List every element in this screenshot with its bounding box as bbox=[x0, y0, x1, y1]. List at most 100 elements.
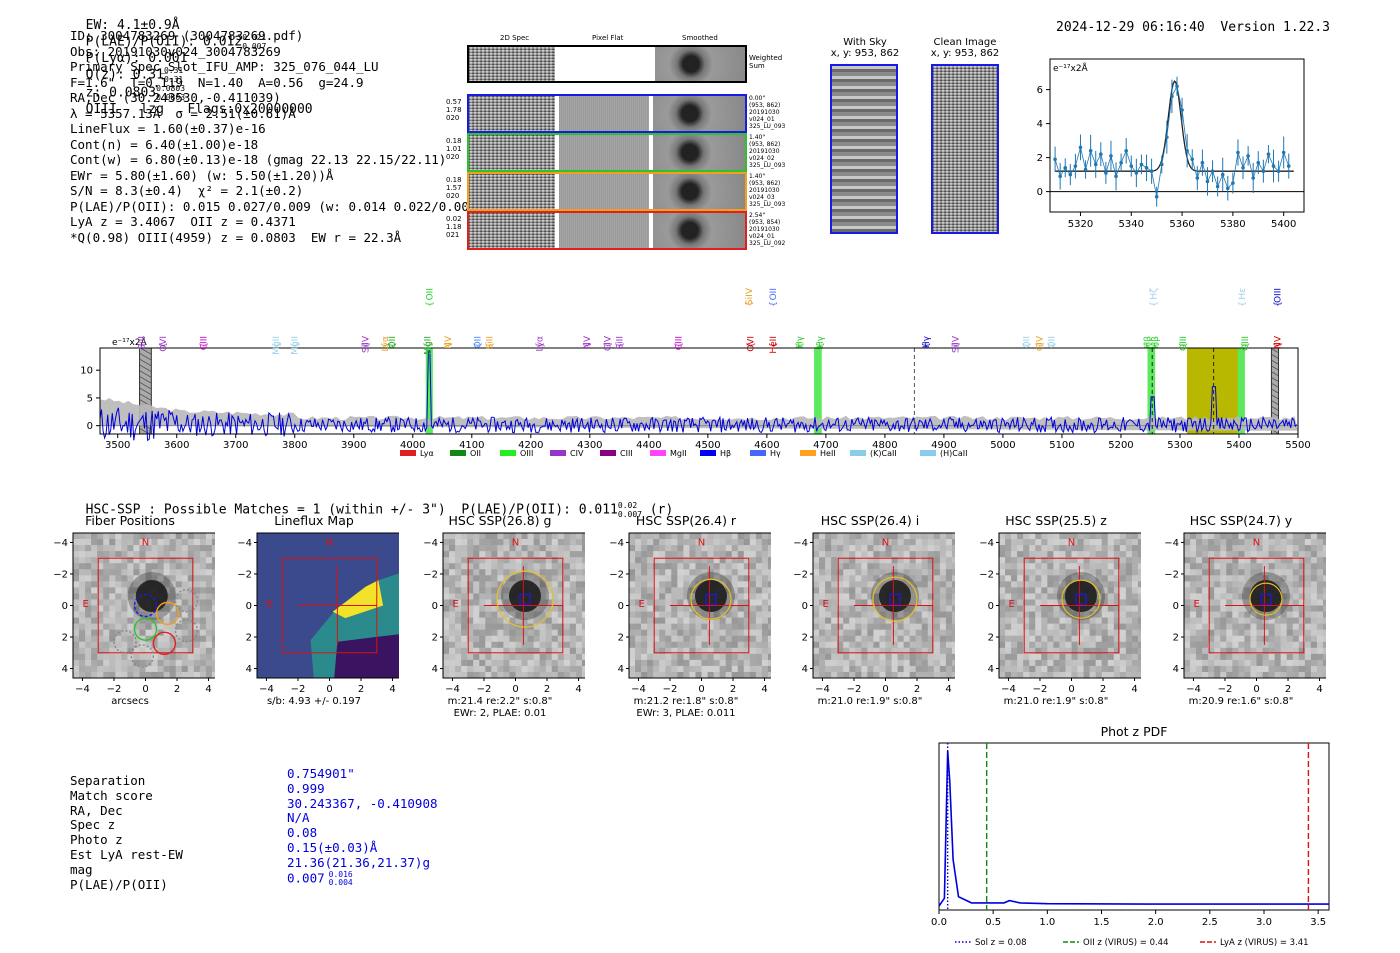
zoom-data-point bbox=[1078, 145, 1083, 150]
cutout-xtick-label: 2 bbox=[358, 684, 364, 695]
spectrum-line-brace: { bbox=[1144, 342, 1154, 348]
cutout-xtick-label: −2 bbox=[477, 684, 492, 695]
cutout-ytick-label: 4 bbox=[988, 664, 994, 675]
spec2d-row-flat bbox=[559, 96, 649, 131]
spectrum-line-label: Hγ bbox=[816, 335, 826, 348]
cutout-title: Fiber Positions bbox=[85, 513, 175, 528]
spectrum-xtick-label: 4800 bbox=[872, 440, 897, 451]
spectrum-line-label: Hγ bbox=[922, 335, 932, 348]
cutout-ytick-label: −4 bbox=[979, 538, 994, 549]
spectrum-line-brace: { bbox=[746, 342, 756, 348]
cutout-xtick-label: 2 bbox=[544, 684, 550, 695]
spectrum-xtick-label: 5100 bbox=[1049, 440, 1074, 451]
cutout-title: Lineflux Map bbox=[274, 513, 354, 528]
header-qz-sub: 0.31 bbox=[163, 75, 184, 84]
cutout-xtick-label: 4 bbox=[575, 684, 581, 695]
cutout-caption-1: m:21.0 re:1.9" s:0.8" bbox=[1003, 696, 1109, 707]
legend-swatch bbox=[400, 450, 416, 456]
zoom-xtick-label: 5340 bbox=[1119, 219, 1144, 230]
info-radec: RA,Dec (30.243530,-0.411039) bbox=[70, 90, 281, 105]
spectrum-xtick-label: 4500 bbox=[695, 440, 720, 451]
spec2d-gap bbox=[555, 135, 559, 170]
spectrum-line-brace: { bbox=[1047, 342, 1057, 348]
legend-label: MgII bbox=[670, 449, 687, 458]
spectrum-line-label: SiII bbox=[485, 336, 495, 350]
legend-label: HeII bbox=[820, 449, 836, 458]
cutout-panel-5: N E −4 4 −2 2 0 0 2 −2 4 −4 bbox=[793, 532, 955, 695]
photz-legend-label: OII z (VIRUS) = 0.44 bbox=[1083, 938, 1169, 948]
match-label: Photo z bbox=[70, 832, 123, 848]
zoom-ytick-label: 0 bbox=[1037, 187, 1043, 198]
cutout-noise bbox=[443, 533, 585, 679]
info-params: F=1.6" T=0.119 N=1.40 A=0.56 g=24.9 bbox=[70, 74, 364, 90]
zoom-xtick-label: 5400 bbox=[1271, 219, 1296, 230]
spectrum-line-label: OII bbox=[1023, 336, 1033, 348]
zoom-fit-curve bbox=[1055, 80, 1294, 172]
spec2d-row-left-label: 0.18 1.57 020 bbox=[446, 176, 462, 200]
spectrum-xtick-label: 4300 bbox=[577, 440, 602, 451]
photz-legend-label: Sol z = 0.08 bbox=[975, 938, 1027, 948]
cutout-ytick-label: −4 bbox=[423, 538, 438, 549]
cutout-xtick-label: −4 bbox=[631, 684, 646, 695]
zoom-data-point bbox=[1149, 169, 1154, 173]
legend-swatch bbox=[700, 450, 716, 456]
cutout-fiber-box bbox=[1260, 593, 1272, 605]
match-label: RA, Dec bbox=[70, 802, 123, 818]
cutout-caption-2: EWr: 3, PLAE: 0.011 bbox=[636, 708, 736, 719]
zoom-data-point bbox=[1104, 171, 1108, 175]
spectrum-line-label: SiIV bbox=[952, 335, 962, 353]
info-primary: Primary Spec_Slot_IFU_AMP: 325_076_044_L… bbox=[70, 59, 379, 74]
spec2d-panel: 2D Spec Pixel Flat Smoothed Weighted Sum… bbox=[440, 34, 800, 259]
spectrum-line-brace: { bbox=[1149, 301, 1159, 307]
spectrum-line-label: SiII bbox=[615, 336, 625, 350]
zoom-data-point bbox=[1088, 149, 1093, 153]
cutout-xtick-label: 0 bbox=[1253, 684, 1259, 695]
cutout-xtick-label: 0 bbox=[882, 684, 888, 695]
header-qz-sup: 0.31 bbox=[163, 66, 184, 75]
spectrum-line-label: OIII bbox=[1241, 336, 1251, 351]
cutout-source-halo bbox=[1056, 572, 1105, 621]
spectrum-line-label-high: SiIV bbox=[745, 287, 755, 305]
cutout-xtick-label: 0 bbox=[1068, 684, 1074, 695]
spectrum-line-label: Hβ bbox=[1144, 336, 1154, 349]
match-value-text: N/A bbox=[287, 810, 310, 826]
weighted-flat bbox=[555, 47, 655, 81]
spectrum-line-label-high: Hζ bbox=[1149, 288, 1159, 300]
cutout-east-label: E bbox=[822, 599, 828, 610]
zoom-data-point bbox=[1190, 157, 1195, 162]
spectrum-xtick-label: 3800 bbox=[282, 440, 307, 451]
zoom-data-point bbox=[1281, 150, 1286, 155]
spectrum-line-brace: { bbox=[952, 342, 962, 348]
info-obs: Obs: 20191030v024_3004783269 bbox=[70, 43, 281, 59]
header-right: 2024-12-29 06:16:40 Version 1.22.3 bbox=[1040, 5, 1330, 35]
spectrum-line-label: CIII bbox=[199, 336, 209, 350]
sky-title-text: With Sky bbox=[843, 37, 887, 48]
spectrum-xtick-label: 4900 bbox=[931, 440, 956, 451]
sky-title: With Sky x, y: 953, 862 bbox=[825, 37, 905, 59]
cutout-ytick-label: −2 bbox=[53, 569, 68, 580]
spectrum-line-brace: { bbox=[137, 342, 147, 348]
cutout-ytick-label: 4 bbox=[1173, 664, 1179, 675]
legend-label: CIII bbox=[620, 449, 633, 458]
header-z-sup: 0.0803 bbox=[156, 84, 186, 93]
cutout-noise bbox=[999, 533, 1141, 679]
photz-xtick-label: 3.5 bbox=[1310, 917, 1326, 928]
zoom-xtick-label: 5320 bbox=[1068, 219, 1093, 230]
hsc-match-sup: 0.02 bbox=[617, 501, 638, 510]
header-plae-sup: 0.021 bbox=[242, 33, 267, 42]
fiber-circle bbox=[130, 644, 155, 668]
weighted-smoothed bbox=[655, 47, 745, 81]
match-value: 30.243367, -0.410908 bbox=[287, 796, 438, 812]
zoom-unit-label: e⁻¹⁷x2Å bbox=[1053, 62, 1089, 74]
zoom-data-point bbox=[1200, 160, 1205, 165]
legend-label: Hγ bbox=[770, 449, 781, 458]
cutout-xtick-label: 4 bbox=[1131, 684, 1137, 695]
spectrum-line-label-high: OII bbox=[425, 288, 435, 300]
cutout-xtick-label: −4 bbox=[75, 684, 90, 695]
cutout-xtick-label: 2 bbox=[730, 684, 736, 695]
cutout-east-label: E bbox=[1193, 599, 1199, 610]
lineflux-purple bbox=[334, 634, 399, 678]
info-ewr: EWr = 5.80(±1.60) (w: 5.50(±1.20))Å bbox=[70, 167, 334, 183]
match-values: 0.754901" 0.999 30.243367, -0.410908 N/A 0.0… bbox=[287, 766, 438, 887]
spec2d-title-2dspec: 2D Spec bbox=[500, 34, 530, 42]
